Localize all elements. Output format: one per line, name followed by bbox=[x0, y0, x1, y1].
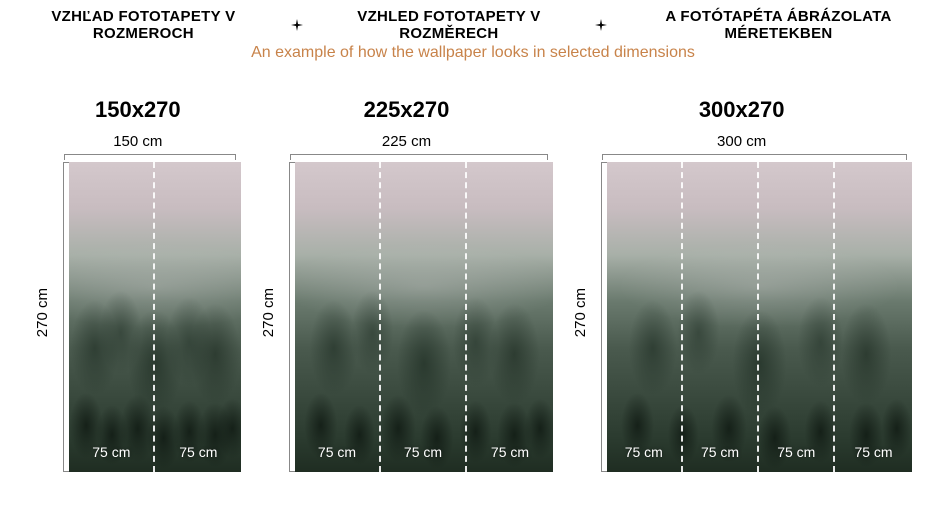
wallpaper-preview: 75 cm 75 cm bbox=[69, 162, 241, 472]
image-wrapper: 270 cm 75 cm 75 cm bbox=[34, 154, 241, 472]
panel-title: 300x270 bbox=[699, 97, 785, 123]
image-column: 75 cm 75 cm 75 cm 75 cm bbox=[597, 154, 912, 472]
panel-title: 150x270 bbox=[95, 97, 181, 123]
height-label: 270 cm bbox=[34, 288, 51, 337]
strip: 75 cm bbox=[467, 162, 553, 472]
height-label-wrapper: 270 cm bbox=[572, 154, 589, 472]
wallpaper-preview: 75 cm 75 cm 75 cm 75 cm bbox=[607, 162, 912, 472]
header-text-cz: VZHLED FOTOTAPETY V ROZMĚRECH bbox=[307, 8, 591, 42]
strip: 75 cm bbox=[683, 162, 759, 472]
header-subtitle: An example of how the wallpaper looks in… bbox=[0, 44, 946, 62]
height-label: 270 cm bbox=[572, 288, 589, 337]
strip: 75 cm bbox=[381, 162, 467, 472]
strip: 75 cm bbox=[607, 162, 683, 472]
width-label: 225 cm bbox=[382, 133, 431, 150]
strip-label: 75 cm bbox=[854, 444, 892, 460]
strip-label: 75 cm bbox=[701, 444, 739, 460]
panel-225: 225x270 225 cm 270 cm 75 cm 75 cm bbox=[260, 97, 553, 472]
strip-label: 75 cm bbox=[318, 444, 356, 460]
strip: 75 cm bbox=[759, 162, 835, 472]
image-wrapper: 270 cm 75 cm 75 cm 75 cm bbox=[572, 154, 912, 472]
panel-title: 225x270 bbox=[364, 97, 450, 123]
wallpaper-preview: 75 cm 75 cm 75 cm bbox=[295, 162, 553, 472]
panels-container: 150x270 150 cm 270 cm 75 cm 75 cm bbox=[0, 97, 946, 472]
strip-label: 75 cm bbox=[625, 444, 663, 460]
header: VZHĽAD FOTOTAPETY V ROZMEROCH VZHLED FOT… bbox=[0, 0, 946, 62]
height-label-wrapper: 270 cm bbox=[260, 154, 277, 472]
strip: 75 cm bbox=[69, 162, 155, 472]
width-bracket bbox=[290, 154, 548, 160]
strip-label: 75 cm bbox=[179, 444, 217, 460]
width-bracket bbox=[64, 154, 236, 160]
strip-label: 75 cm bbox=[777, 444, 815, 460]
header-text-hu: A FOTÓTAPÉTA ÁBRÁZOLATA MÉRETEKBEN bbox=[611, 8, 946, 42]
image-wrapper: 270 cm 75 cm 75 cm 75 cm bbox=[260, 154, 553, 472]
strip: 75 cm bbox=[835, 162, 911, 472]
strip-label: 75 cm bbox=[491, 444, 529, 460]
header-main-text: VZHĽAD FOTOTAPETY V ROZMEROCH VZHLED FOT… bbox=[0, 8, 946, 42]
sparkle-icon bbox=[595, 19, 607, 31]
strip: 75 cm bbox=[155, 162, 241, 472]
strip-label: 75 cm bbox=[404, 444, 442, 460]
strip: 75 cm bbox=[295, 162, 381, 472]
width-label: 150 cm bbox=[113, 133, 162, 150]
image-column: 75 cm 75 cm bbox=[59, 154, 241, 472]
width-label: 300 cm bbox=[717, 133, 766, 150]
width-bracket bbox=[602, 154, 907, 160]
panel-150: 150x270 150 cm 270 cm 75 cm 75 cm bbox=[34, 97, 241, 472]
height-label: 270 cm bbox=[260, 288, 277, 337]
header-text-sk: VZHĽAD FOTOTAPETY V ROZMEROCH bbox=[0, 8, 287, 42]
strip-label: 75 cm bbox=[92, 444, 130, 460]
panel-300: 300x270 300 cm 270 cm 75 cm 75 cm bbox=[572, 97, 912, 472]
height-label-wrapper: 270 cm bbox=[34, 154, 51, 472]
image-column: 75 cm 75 cm 75 cm bbox=[285, 154, 553, 472]
sparkle-icon bbox=[291, 19, 303, 31]
